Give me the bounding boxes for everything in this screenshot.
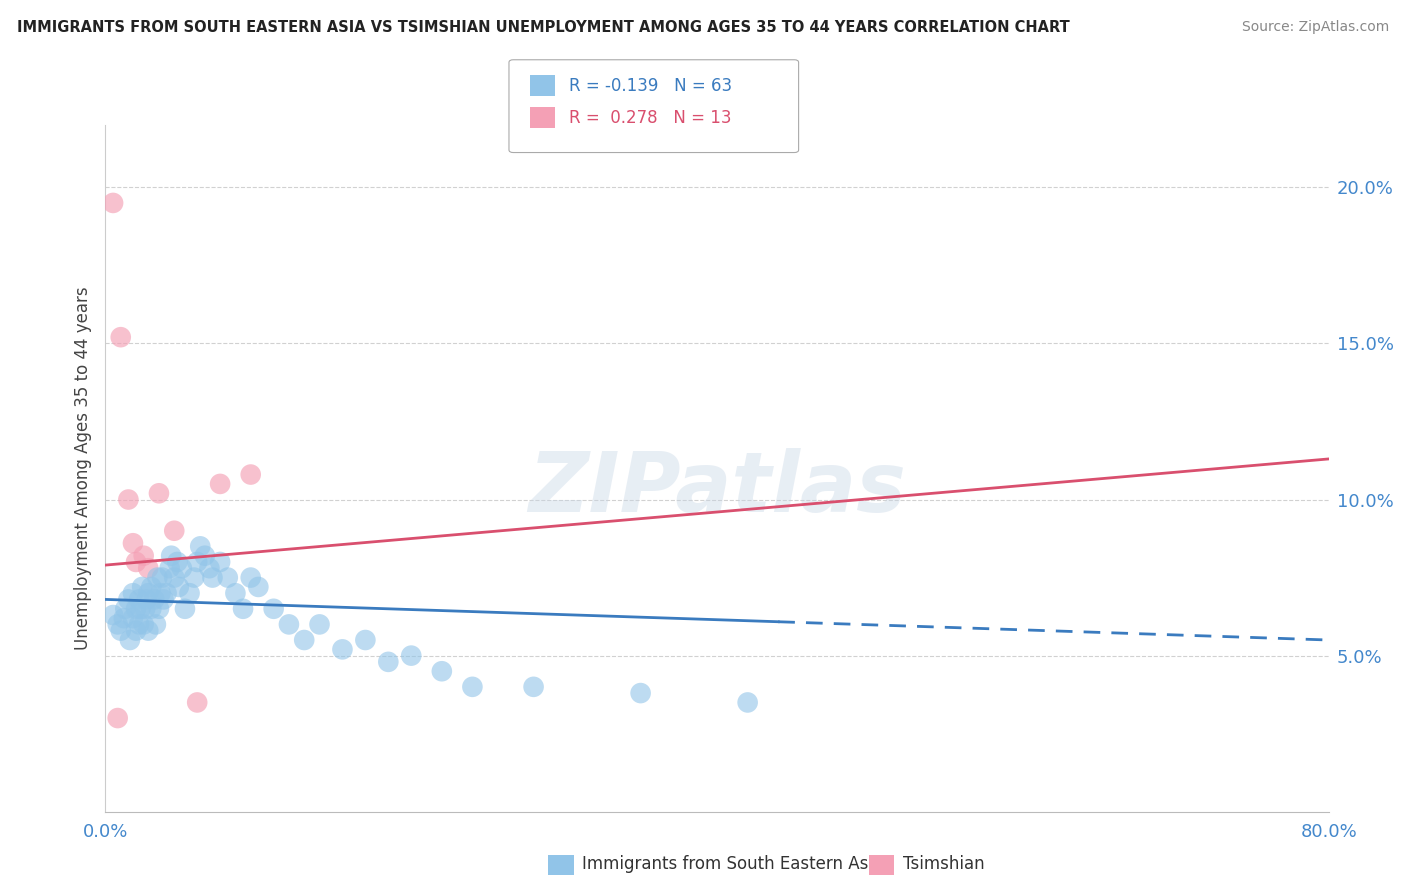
Point xyxy=(136,586,159,600)
Point xyxy=(188,539,211,553)
Point xyxy=(239,467,262,482)
Point xyxy=(170,561,193,575)
Point xyxy=(209,555,232,569)
Point xyxy=(129,601,152,615)
Point xyxy=(152,592,174,607)
Point xyxy=(112,611,135,625)
Point xyxy=(125,555,148,569)
Point xyxy=(183,571,205,585)
Point xyxy=(461,680,484,694)
Point xyxy=(110,624,132,638)
Point xyxy=(110,330,132,344)
Text: R =  0.278   N = 13: R = 0.278 N = 13 xyxy=(569,109,733,127)
Point xyxy=(132,617,155,632)
Point xyxy=(201,571,224,585)
Point xyxy=(278,617,301,632)
Point xyxy=(155,586,177,600)
Text: ZIPatlas: ZIPatlas xyxy=(529,449,905,530)
Point xyxy=(523,680,546,694)
Point xyxy=(159,561,181,575)
Point xyxy=(209,476,232,491)
Point xyxy=(149,586,172,600)
Point xyxy=(354,633,377,648)
Point xyxy=(174,601,197,615)
Point xyxy=(141,601,163,615)
Point xyxy=(101,195,124,210)
Text: Immigrants from South Eastern Asia: Immigrants from South Eastern Asia xyxy=(582,855,883,873)
Point xyxy=(117,592,139,607)
Point xyxy=(122,536,145,550)
Point xyxy=(143,592,166,607)
Point xyxy=(263,601,285,615)
Point xyxy=(128,617,150,632)
Point xyxy=(167,580,190,594)
Point xyxy=(160,549,183,563)
Point xyxy=(122,611,145,625)
Point xyxy=(292,633,315,648)
Point xyxy=(136,561,159,575)
Point xyxy=(107,711,129,725)
Point xyxy=(146,571,169,585)
Point xyxy=(125,624,148,638)
Point xyxy=(122,586,145,600)
Point xyxy=(145,617,167,632)
Text: IMMIGRANTS FROM SOUTH EASTERN ASIA VS TSIMSHIAN UNEMPLOYMENT AMONG AGES 35 TO 44: IMMIGRANTS FROM SOUTH EASTERN ASIA VS TS… xyxy=(17,20,1070,35)
Point xyxy=(247,580,270,594)
Point xyxy=(128,592,150,607)
Point xyxy=(131,580,153,594)
Point xyxy=(134,601,156,615)
Point xyxy=(117,492,139,507)
Text: Tsimshian: Tsimshian xyxy=(903,855,984,873)
Point xyxy=(232,601,254,615)
Point xyxy=(118,633,141,648)
Point xyxy=(135,592,157,607)
Point xyxy=(166,555,188,569)
Point xyxy=(163,524,186,538)
Point xyxy=(148,601,170,615)
Point xyxy=(308,617,330,632)
Text: R = -0.139   N = 63: R = -0.139 N = 63 xyxy=(569,77,733,95)
Y-axis label: Unemployment Among Ages 35 to 44 years: Unemployment Among Ages 35 to 44 years xyxy=(73,286,91,650)
Point xyxy=(114,601,136,615)
Point xyxy=(136,624,159,638)
Point xyxy=(224,586,246,600)
Point xyxy=(239,571,262,585)
Point xyxy=(163,571,186,585)
Point xyxy=(132,549,155,563)
Point xyxy=(430,664,453,678)
Point xyxy=(630,686,652,700)
Point xyxy=(150,571,173,585)
Point xyxy=(186,696,208,710)
Point xyxy=(148,486,170,500)
Point xyxy=(737,696,759,710)
Point xyxy=(217,571,239,585)
Point xyxy=(332,642,354,657)
Point xyxy=(377,655,399,669)
Point xyxy=(179,586,201,600)
Point xyxy=(194,549,217,563)
Point xyxy=(186,555,208,569)
Point xyxy=(107,617,129,632)
Point xyxy=(125,601,148,615)
Point xyxy=(401,648,423,663)
Text: Source: ZipAtlas.com: Source: ZipAtlas.com xyxy=(1241,20,1389,34)
Point xyxy=(141,580,163,594)
Point xyxy=(198,561,221,575)
Point xyxy=(101,608,124,623)
